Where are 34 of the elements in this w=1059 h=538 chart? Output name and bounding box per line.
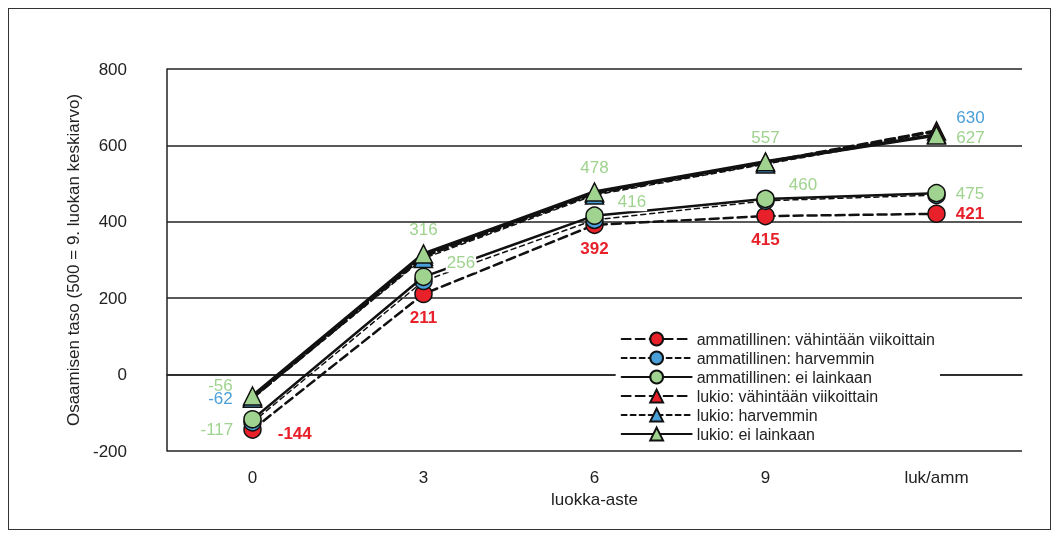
legend-label: ammatillinen: harvemmin bbox=[696, 349, 875, 367]
legend-label: lukio: ei lainkaan bbox=[696, 425, 815, 443]
x-tick-label: 9 bbox=[760, 468, 771, 487]
data-label: -144 bbox=[277, 424, 313, 444]
data-label: 316 bbox=[409, 220, 438, 240]
data-label: 460 bbox=[788, 175, 818, 195]
data-label: 211 bbox=[409, 308, 438, 328]
legend-label: ammatillinen: ei lainkaan bbox=[696, 368, 872, 386]
data-label: 630 bbox=[956, 108, 985, 128]
legend-label: ammatillinen: vähintään viikoittain bbox=[696, 330, 935, 348]
y-tick-label: 800 bbox=[98, 59, 127, 79]
y-tick-label: 600 bbox=[98, 135, 127, 155]
y-tick-label: 400 bbox=[98, 212, 127, 232]
x-tick-label: 0 bbox=[247, 468, 258, 487]
x-tick-label: 3 bbox=[418, 468, 429, 487]
y-tick-label: 0 bbox=[117, 365, 127, 385]
y-axis-title: Osaamisen taso (500 = 9. luokan keskiarvo) bbox=[64, 93, 84, 427]
x-axis-title: luokka-aste bbox=[551, 489, 638, 509]
data-label: 415 bbox=[751, 230, 780, 250]
data-label: 478 bbox=[580, 158, 609, 178]
y-tick-label: 200 bbox=[98, 288, 127, 308]
data-label: 416 bbox=[617, 192, 647, 212]
data-label: 627 bbox=[956, 127, 985, 147]
data-label: 557 bbox=[751, 128, 780, 148]
data-label: 392 bbox=[580, 239, 609, 259]
data-label: 475 bbox=[955, 183, 985, 203]
x-tick-label: luk/amm bbox=[904, 468, 969, 487]
y-tick-label: -200 bbox=[92, 441, 127, 461]
data-label: 421 bbox=[955, 204, 985, 224]
legend-label: lukio: harvemmin bbox=[696, 406, 818, 424]
data-label: 256 bbox=[446, 253, 476, 273]
x-tick-label: 6 bbox=[589, 468, 600, 487]
legend-label: lukio: vähintään viikoittain bbox=[696, 387, 879, 405]
data-label: -117 bbox=[200, 419, 234, 439]
